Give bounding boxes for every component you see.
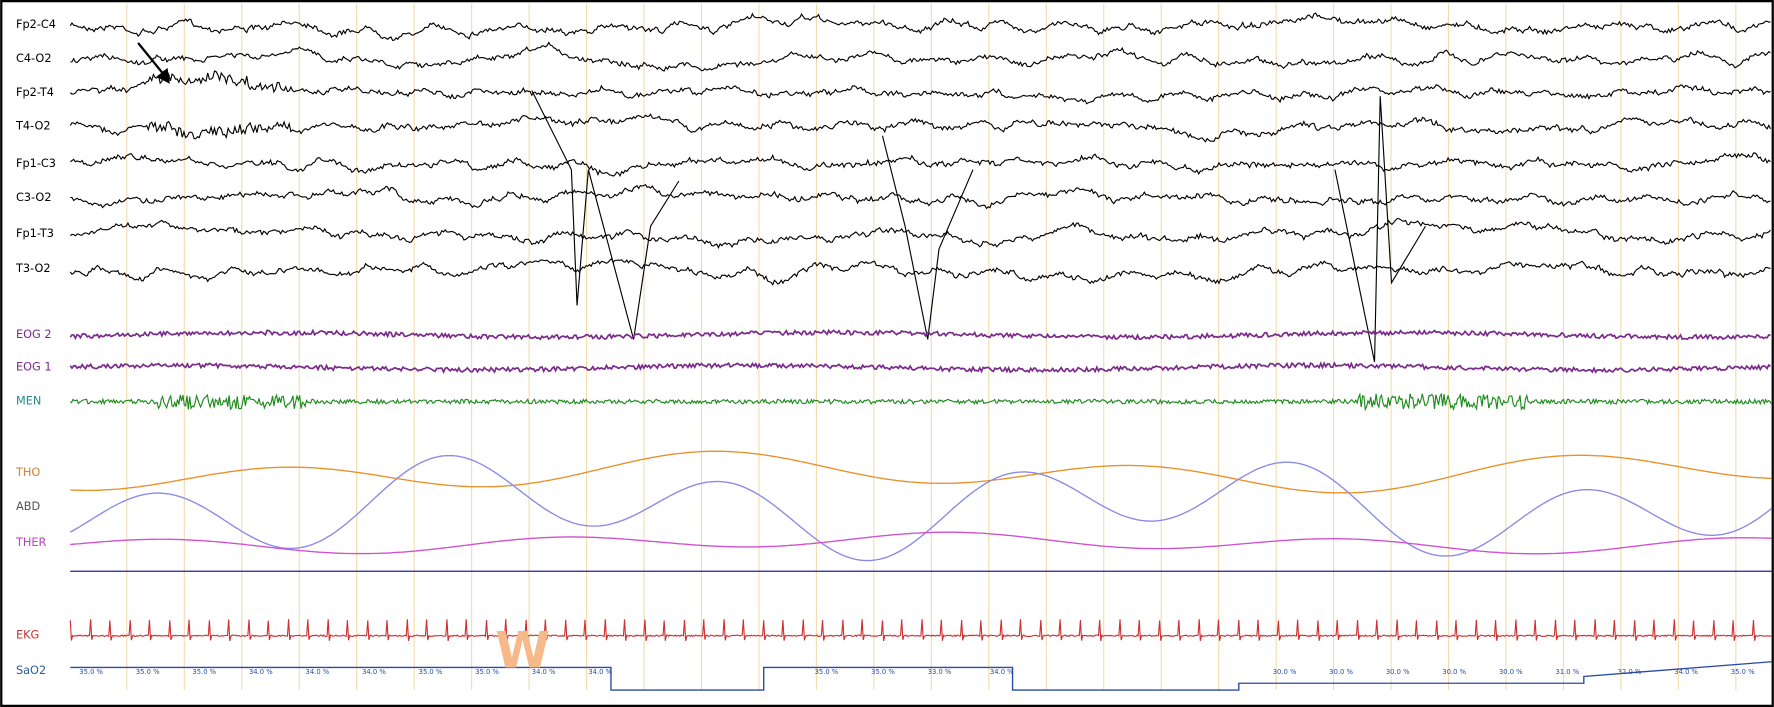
sao2-value: 31.0 % <box>1556 668 1580 676</box>
sao2-value: 34.0 % <box>362 668 386 676</box>
eeg-artifact <box>1334 96 1426 363</box>
sao2-value: 33.0 % <box>928 668 952 676</box>
abdominal-trace <box>69 454 1773 562</box>
sao2-value: 34.0 % <box>532 668 556 676</box>
channel-label: T4-O2 <box>15 120 51 133</box>
sao2-value: 35.0 % <box>815 668 839 676</box>
channel-label: C3-O2 <box>16 191 52 204</box>
sao2-value: 35.0 % <box>475 668 499 676</box>
channel-label: EKG <box>16 629 39 642</box>
sao2-value: 35.0 % <box>136 668 160 676</box>
eog-trace <box>69 361 1771 375</box>
channel-label: THO <box>15 466 40 479</box>
sao2-value: 30.0 % <box>1273 668 1297 676</box>
eeg-trace <box>70 41 1771 72</box>
sao2-value: 34.0 % <box>990 668 1014 676</box>
eog-trace <box>69 328 1771 341</box>
channel-label: Fp1-C3 <box>16 157 56 170</box>
channel-label: T3-O2 <box>15 262 51 275</box>
sao2-value: 34.0 % <box>1674 668 1698 676</box>
eeg-trace <box>69 257 1771 286</box>
sao2-value: 30.0 % <box>1442 668 1466 676</box>
thermistor-trace <box>70 531 1772 555</box>
channel-label: SaO2 <box>16 664 46 677</box>
channel-label: Fp2-C4 <box>16 18 56 31</box>
channel-label: C4-O2 <box>16 52 52 65</box>
eeg-artifact <box>531 90 680 340</box>
emg-trace <box>69 392 1772 412</box>
thoracic-trace <box>70 450 1772 494</box>
channel-label: EOG 2 <box>16 328 52 341</box>
channel-label: MEN <box>16 395 41 408</box>
sao2-value: 30.0 % <box>1386 668 1410 676</box>
eeg-artifact <box>881 135 974 340</box>
channel-label: ABD <box>16 500 40 513</box>
eeg-trace <box>69 113 1771 143</box>
eeg-trace <box>69 12 1771 42</box>
sao2-value: 35.0 % <box>871 668 895 676</box>
sao2-value: 34.0 % <box>588 668 612 676</box>
channel-label: Fp1-T3 <box>16 227 54 240</box>
sao2-value: 32.0 % <box>1618 668 1642 676</box>
eeg-trace <box>69 152 1771 178</box>
arrow-head <box>156 67 170 84</box>
sao2-value: 35.0 % <box>79 668 103 676</box>
channel-label: Fp2-T4 <box>16 86 54 99</box>
sao2-value: 35.0 % <box>192 668 216 676</box>
sao2-value: 30.0 % <box>1499 668 1523 676</box>
sao2-value: 30.0 % <box>1329 668 1353 676</box>
sao2-value: 35.0 % <box>419 668 443 676</box>
sao2-trace <box>70 661 1772 691</box>
eeg-trace <box>70 184 1771 210</box>
eeg-trace <box>69 217 1771 249</box>
eeg-trace <box>69 70 1771 105</box>
channel-label: THER <box>15 536 47 549</box>
ekg-trace <box>69 619 1772 642</box>
sleep-stage: W <box>495 621 550 679</box>
sao2-value: 34.0 % <box>249 668 273 676</box>
sao2-value: 34.0 % <box>306 668 330 676</box>
channel-label: EOG 1 <box>16 361 52 374</box>
sao2-value: 35.0 % <box>1731 668 1755 676</box>
